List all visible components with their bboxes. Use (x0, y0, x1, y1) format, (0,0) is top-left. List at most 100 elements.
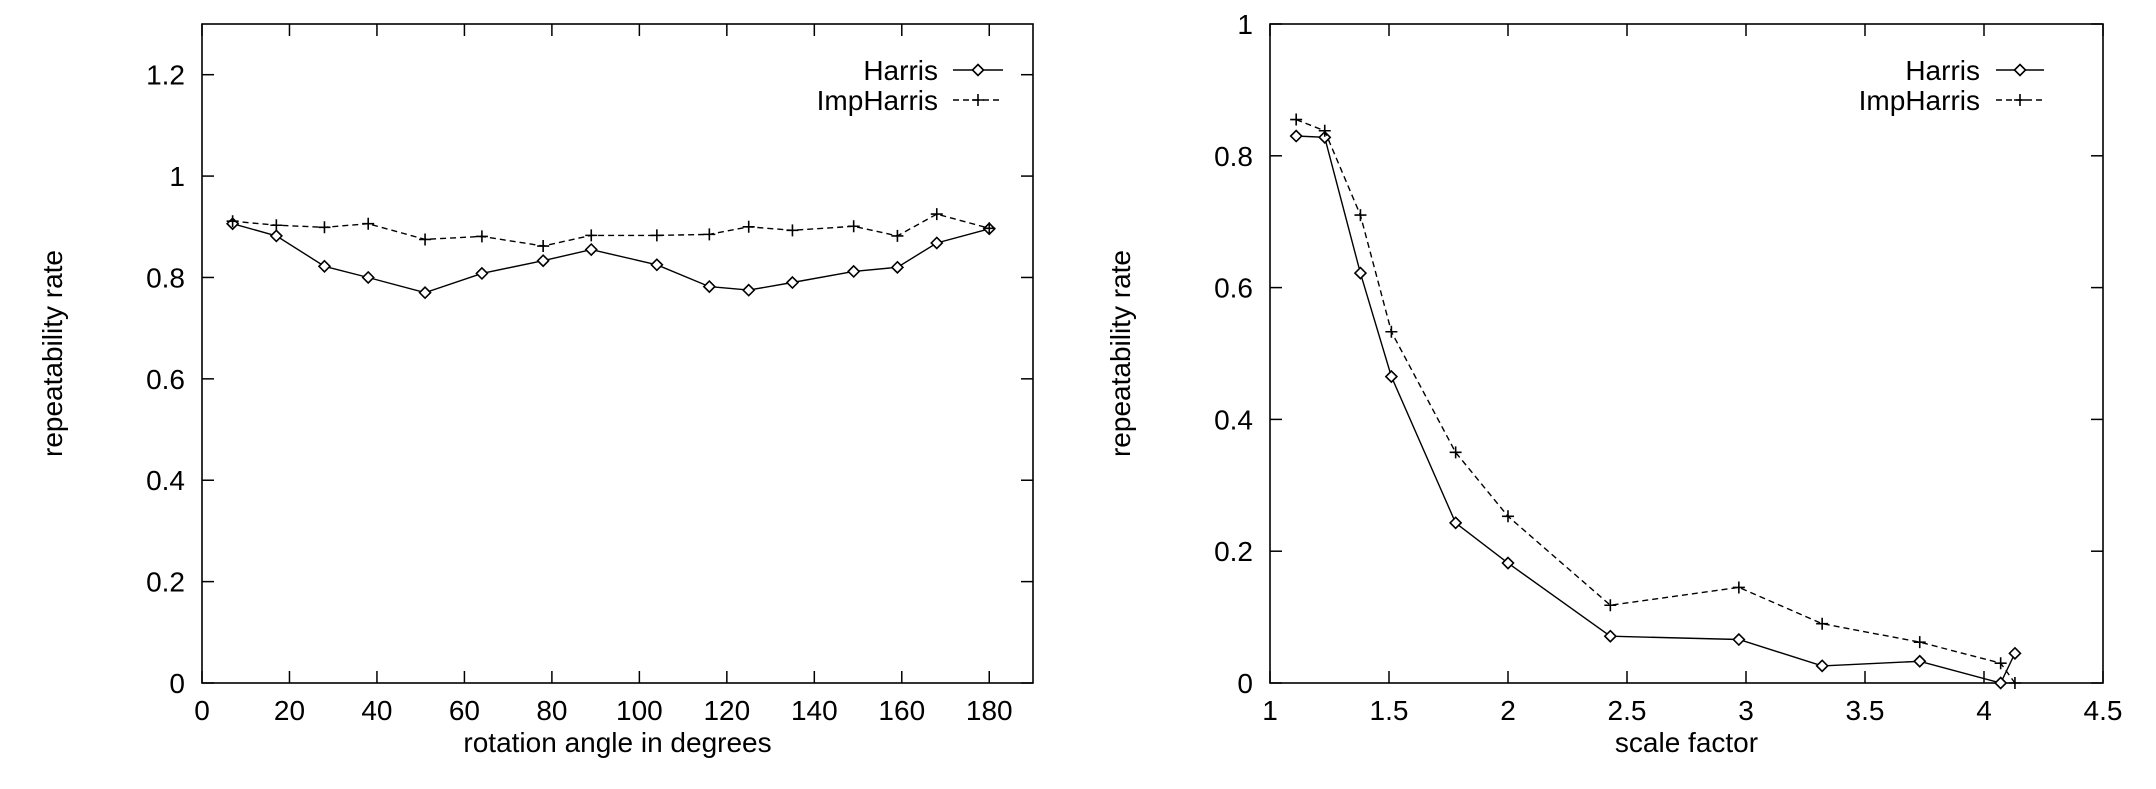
data-point-plus (930, 208, 943, 221)
y-tick-label: 0.6 (146, 364, 185, 395)
data-point-plus (318, 221, 331, 234)
data-point-diamond (742, 283, 756, 297)
x-tick-label: 60 (449, 695, 480, 726)
series-line (232, 213, 990, 247)
data-point-plus (537, 240, 550, 253)
series-impharris (226, 208, 996, 253)
data-point-plus (226, 215, 239, 228)
data-point-diamond (1449, 516, 1463, 530)
data-point-plus (847, 220, 860, 233)
legend-label: Harris (863, 55, 938, 86)
legend-marker-plus (2014, 94, 2026, 106)
data-point-plus (1994, 657, 2007, 670)
series-line (1296, 135, 2016, 684)
data-point-plus (1913, 636, 1926, 649)
x-tick-label: 80 (536, 695, 567, 726)
x-tick-label: 20 (274, 695, 305, 726)
data-point-plus (585, 229, 598, 242)
data-point-diamond (702, 279, 716, 294)
data-point-diamond (1994, 676, 2008, 690)
chart-panel-2: 1 1.5 2 2.5 3 3.5 4 4.5 0 0.2 0.4 0.6 0.8 1 scale fact… (1105, 9, 2122, 758)
x-tick-label: 3.5 (1846, 695, 1885, 726)
y-tick-label: 0.4 (146, 465, 185, 496)
x-tick-label: 140 (791, 695, 838, 726)
legend-marker-diamond (971, 63, 985, 77)
x-tick-label: 2.5 (1608, 695, 1647, 726)
data-point-diamond (1384, 369, 1399, 384)
data-point-plus (1502, 510, 1514, 523)
y-tick-label: 1 (1237, 9, 1253, 40)
data-point-plus (2008, 677, 2021, 689)
x-axis-label: scale factor (1615, 727, 1758, 758)
x-tick-label: 40 (361, 695, 392, 726)
data-point-diamond (1318, 130, 1332, 144)
data-point-plus (1318, 124, 1331, 137)
data-point-plus (786, 224, 799, 237)
data-point-diamond (847, 264, 861, 279)
y-tick-label: 0.8 (1214, 141, 1253, 172)
data-point-diamond (890, 260, 905, 274)
data-point-plus (1354, 209, 1367, 222)
data-point-plus (419, 233, 432, 246)
legend-marker-plus (972, 94, 984, 106)
data-point-diamond (317, 259, 332, 273)
data-point-plus (650, 229, 663, 242)
y-tick-label: 1 (169, 161, 185, 192)
series-impharris (1290, 113, 2021, 689)
data-point-plus (1732, 581, 1745, 594)
data-point-plus (703, 228, 716, 241)
plot-frame (201, 23, 1034, 684)
x-tick-label: 4.5 (2084, 695, 2123, 726)
x-tick-label: 180 (966, 695, 1013, 726)
legend-label: ImpHarris (1859, 85, 1980, 116)
x-tick-label: 120 (703, 695, 750, 726)
y-tick-label: 0.6 (1214, 273, 1253, 304)
data-point-diamond (418, 286, 432, 300)
data-point-diamond (536, 254, 550, 268)
x-tick-label: 4 (1976, 695, 1992, 726)
data-point-plus (1604, 599, 1617, 612)
y-axis-label: repeatability rate (1105, 250, 1136, 457)
data-point-plus (742, 220, 755, 233)
data-point-diamond (1289, 129, 1303, 143)
data-point-diamond (1913, 654, 1927, 668)
data-point-plus (362, 217, 375, 230)
data-point-diamond (1353, 266, 1368, 280)
y-tick-label: 0 (169, 668, 185, 699)
y-tick-label: 0.2 (1214, 536, 1253, 567)
data-point-diamond (785, 275, 800, 290)
data-point-plus (1449, 446, 1462, 459)
x-tick-label: 100 (616, 695, 663, 726)
data-point-plus (1385, 325, 1398, 338)
data-point-diamond (1815, 659, 1829, 673)
y-tick-label: 0.8 (146, 262, 185, 293)
data-point-diamond (361, 270, 375, 285)
data-point-plus (1816, 617, 1829, 630)
plot-frame (1269, 23, 2104, 684)
series-line (1295, 118, 2016, 684)
legend-marker-diamond (2013, 63, 2027, 77)
x-axis-label: rotation angle in degrees (463, 727, 771, 758)
data-point-plus (475, 230, 488, 243)
data-point-diamond (2008, 646, 2022, 660)
data-point-diamond (1732, 632, 1746, 647)
x-tick-label: 3 (1738, 695, 1754, 726)
x-tick-label: 1.5 (1370, 695, 1409, 726)
data-point-diamond (650, 258, 664, 272)
data-point-diamond (584, 242, 598, 257)
legend-label: Harris (1905, 55, 1980, 86)
series-harris (225, 217, 996, 300)
y-axis-label: repeatability rate (37, 250, 68, 457)
y-tick-label: 0.2 (146, 567, 185, 598)
data-point-plus (270, 219, 283, 232)
data-point-diamond (930, 236, 944, 250)
data-point-plus (983, 222, 996, 235)
series-harris (1289, 129, 2022, 690)
x-tick-label: 160 (878, 695, 925, 726)
y-tick-label: 0.4 (1214, 404, 1253, 435)
legend-label: ImpHarris (817, 85, 938, 116)
data-point-plus (891, 229, 904, 242)
x-tick-label: 2 (1500, 695, 1516, 726)
